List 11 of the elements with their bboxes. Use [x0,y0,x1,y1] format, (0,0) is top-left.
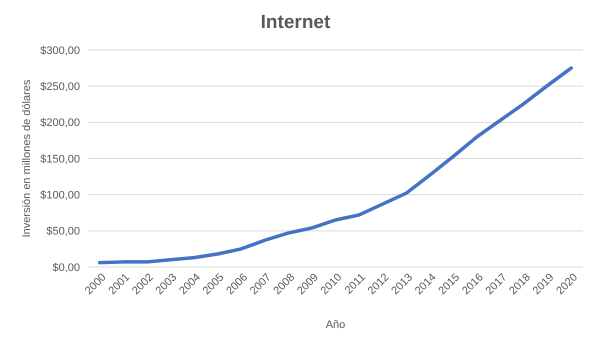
y-tick-label: $300,00 [40,44,80,57]
y-tick-label: $0,00 [52,262,80,274]
chart-title: Internet [260,12,331,33]
y-tick-label: $150,00 [40,153,80,166]
y-tick-label: $200,00 [40,117,80,130]
line-series [98,66,573,264]
y-tick-label: $50,00 [46,226,80,238]
y-axis-title: Inversión en millones de dólares [21,79,33,238]
y-tick-label: $100,00 [40,190,80,202]
y-tick-label: $250,00 [40,81,80,94]
x-axis-title: Año [326,319,346,331]
